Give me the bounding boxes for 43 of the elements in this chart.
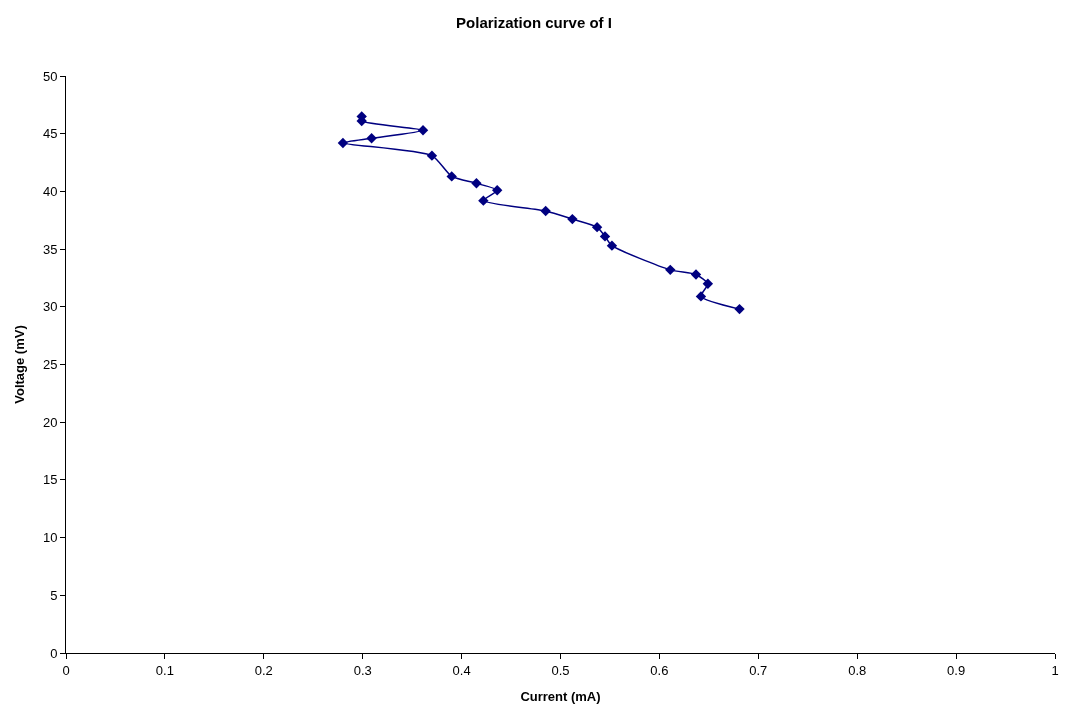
chart-title: Polarization curve of I (456, 14, 612, 32)
point (591, 221, 603, 233)
y-axis-title: Voltage (mV) (11, 325, 27, 404)
point (366, 133, 377, 144)
y-tick-label: 0 (50, 645, 58, 661)
y-tick-label: 50 (42, 68, 58, 84)
point (417, 125, 429, 136)
point (478, 195, 489, 206)
point (540, 205, 551, 217)
y-tick-label: 10 (42, 530, 58, 546)
x-tick-label: 0.1 (155, 662, 174, 678)
point (606, 240, 618, 251)
y-tick-label: 20 (42, 414, 58, 430)
x-tick-label: 0.9 (947, 662, 966, 678)
point (665, 264, 676, 276)
point (426, 150, 438, 161)
x-tick-label: 0.8 (848, 662, 867, 678)
y-tick-label: 30 (42, 299, 58, 315)
point (471, 178, 482, 189)
x-axis-title: Current (mA) (520, 689, 601, 705)
point (599, 231, 611, 242)
y-tick-label: 15 (42, 472, 58, 488)
x-tick-label: 0.7 (749, 662, 768, 678)
y-tick-label: 40 (42, 183, 58, 199)
point (702, 278, 714, 289)
x-tick-label: 1 (1051, 662, 1059, 678)
point (567, 213, 578, 225)
point (492, 185, 503, 196)
x-tick-label: 0.3 (353, 662, 372, 678)
point (695, 291, 707, 302)
point (446, 171, 457, 182)
x-tick-label: 0 (62, 662, 70, 678)
y-tick-label: 35 (42, 241, 58, 257)
x-tick-label: 0.6 (650, 662, 669, 678)
y-tick-label: 25 (42, 357, 58, 373)
point (734, 303, 745, 315)
point (690, 269, 702, 280)
x-tick-label: 0.4 (452, 662, 471, 678)
y-tick-label: 45 (42, 126, 58, 142)
x-tick-label: 0.2 (254, 662, 273, 678)
y-tick-label: 5 (50, 587, 58, 603)
point (337, 137, 349, 149)
x-tick-label: 0.5 (551, 662, 570, 678)
